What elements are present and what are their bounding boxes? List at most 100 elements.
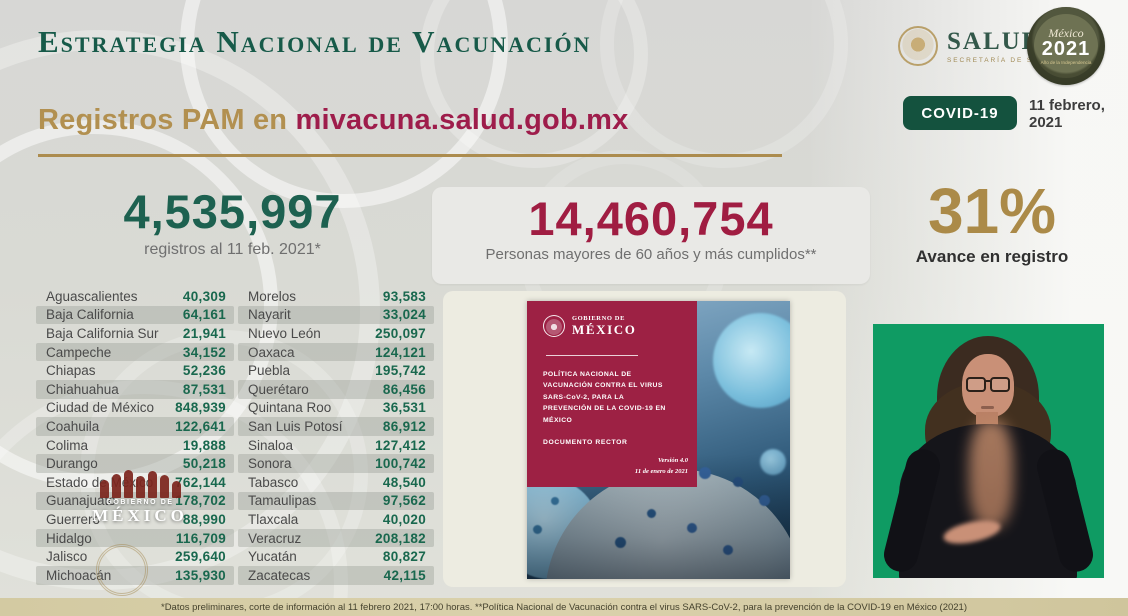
state-name: Oaxaca xyxy=(248,344,295,360)
table-row: Zacatecas 42,115 xyxy=(238,565,434,585)
page-title: Estrategia Nacional de Vacunación xyxy=(38,24,592,59)
state-value: 100,742 xyxy=(375,456,426,472)
state-value: 762,144 xyxy=(175,474,226,490)
table-row: Colima 19,888 xyxy=(36,436,234,455)
state-value: 40,020 xyxy=(382,511,426,527)
cover-gobierno-line2: MÉXICO xyxy=(572,322,637,338)
state-value: 86,456 xyxy=(382,381,426,397)
table-row: Quintana Roo 36,531 xyxy=(238,399,434,418)
state-value: 127,412 xyxy=(375,437,426,453)
state-value: 48,540 xyxy=(382,474,426,490)
state-name: Chiahuahua xyxy=(46,381,119,397)
stat-registros-label: registros al 11 feb. 2021* xyxy=(144,240,321,258)
table-row: Tlaxcala 40,020 xyxy=(238,510,434,529)
table-row: Guerrero 88,990 xyxy=(36,510,234,529)
state-name: Colima xyxy=(46,437,89,453)
table-row: Michoacán 135,930 xyxy=(36,565,234,585)
stat-personas-value: 14,460,754 xyxy=(528,192,774,245)
state-name: San Luis Potosí xyxy=(248,418,343,434)
table-row: Durango 50,218 xyxy=(36,454,234,473)
table-row: Sonora 100,742 xyxy=(238,454,434,473)
state-value: 40,309 xyxy=(182,288,226,304)
state-name: Querétaro xyxy=(248,381,309,397)
state-value: 50,218 xyxy=(182,456,226,472)
state-name: Guerrero xyxy=(46,511,101,527)
state-value: 259,640 xyxy=(175,549,226,565)
stat-personas: 14,460,754 Personas mayores de 60 años y… xyxy=(432,187,870,284)
salud-logo-subtitle: SECRETARÍA DE SALUD xyxy=(947,56,1059,64)
stat-avance-label: Avance en registro xyxy=(915,247,1069,267)
state-value: 19,888 xyxy=(182,437,226,453)
state-value: 135,930 xyxy=(175,567,226,583)
table-row: Baja California Sur 21,941 xyxy=(36,324,234,343)
state-value: 64,161 xyxy=(182,307,226,323)
salud-logo-name: SALUD xyxy=(947,27,1042,55)
state-name: Nayarit xyxy=(248,307,291,323)
state-name: Nuevo León xyxy=(248,325,321,341)
state-value: 52,236 xyxy=(182,363,226,379)
interpreter-glasses xyxy=(984,380,990,382)
state-value: 86,912 xyxy=(382,418,426,434)
state-name: Durango xyxy=(46,456,98,472)
cover-doc-type: DOCUMENTO RECTOR xyxy=(543,439,628,447)
table-row: Veracruz 208,182 xyxy=(238,528,434,548)
state-name: Baja California Sur xyxy=(46,325,159,341)
cover-version: Versión 4.0 11 de enero de 2021 xyxy=(635,456,688,477)
interpreter-glasses xyxy=(966,377,986,392)
table-row: Chiahuahua 87,531 xyxy=(36,379,234,399)
state-value: 42,115 xyxy=(383,567,426,583)
table-row: Tamaulipas 97,562 xyxy=(238,491,434,511)
state-name: Baja California xyxy=(46,307,134,323)
cover-maroon-block: GOBIERNO DE MÉXICO POLÍTICA NACIONAL DE … xyxy=(527,301,697,487)
table-row: Hidalgo 116,709 xyxy=(36,528,234,548)
state-value: 87,531 xyxy=(182,381,226,397)
states-table-left-column: Aguascalientes 40,309 Baja California 64,16… xyxy=(36,287,234,585)
state-name: Guanajuato xyxy=(46,493,116,509)
state-value: 97,562 xyxy=(382,493,426,509)
state-value: 122,641 xyxy=(175,418,226,434)
slide-subtitle: Registros PAM en mivacuna.salud.gob.mx xyxy=(38,104,628,137)
state-name: Quintana Roo xyxy=(248,400,332,416)
table-row: Guanajuato 178,702 xyxy=(36,491,234,511)
document-panel: GOBIERNO DE MÉXICO POLÍTICA NACIONAL DE … xyxy=(443,291,846,587)
table-row: Jalisco 259,640 xyxy=(36,547,234,566)
state-value: 33,024 xyxy=(382,307,426,323)
state-value: 116,709 xyxy=(175,530,226,546)
state-name: Coahuila xyxy=(46,418,100,434)
state-name: Yucatán xyxy=(248,549,297,565)
state-name: Veracruz xyxy=(248,530,302,546)
table-row: Sinaloa 127,412 xyxy=(238,436,434,455)
state-name: Michoacán xyxy=(46,567,112,583)
state-value: 88,990 xyxy=(182,511,226,527)
table-row: Nayarit 33,024 xyxy=(238,305,434,325)
date-line2: 2021 xyxy=(1029,114,1063,132)
subtitle-domain: mivacuna.salud.gob.mx xyxy=(295,104,629,136)
state-name: Jalisco xyxy=(46,549,88,565)
subtitle-underline xyxy=(38,154,782,157)
table-row: Oaxaca 124,121 xyxy=(238,342,434,362)
cover-version-date: 11 de enero de 2021 xyxy=(634,467,688,475)
interpreter-hands xyxy=(969,420,1013,528)
sign-language-interpreter-panel xyxy=(873,324,1104,578)
state-value: 124,121 xyxy=(375,344,426,360)
date-label: 11 febrero, 2021 xyxy=(1029,97,1105,132)
table-row: Campeche 34,152 xyxy=(36,342,234,362)
interpreter-glasses xyxy=(990,377,1010,392)
table-row: Baja California 64,161 xyxy=(36,305,234,325)
state-name: Puebla xyxy=(248,363,291,379)
table-row: Chiapas 52,236 xyxy=(36,361,234,380)
table-row: Yucatán 80,827 xyxy=(238,547,434,566)
state-value: 848,939 xyxy=(175,400,226,416)
state-value: 36,531 xyxy=(382,400,426,416)
stat-registros: 4,535,997 registros al 11 feb. 2021* xyxy=(40,186,425,259)
table-row: San Luis Potosí 86,912 xyxy=(238,417,434,436)
covid-19-badge: COVID-19 xyxy=(903,96,1017,130)
table-row: Tabasco 48,540 xyxy=(238,473,434,492)
date-line1: 11 febrero, xyxy=(1029,97,1105,114)
state-value: 21,941 xyxy=(182,325,226,341)
cover-version-number: Versión 4.0 xyxy=(658,457,688,465)
mexico-2021-year: 2021 xyxy=(1041,37,1091,60)
state-name: Sinaloa xyxy=(248,437,294,453)
state-name: Morelos xyxy=(248,288,297,304)
